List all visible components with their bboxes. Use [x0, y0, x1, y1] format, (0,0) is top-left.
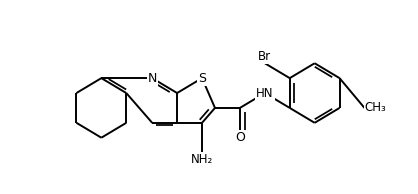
Text: CH₃: CH₃	[364, 101, 386, 114]
Text: N: N	[148, 72, 157, 85]
Text: O: O	[235, 131, 245, 144]
Text: NH₂: NH₂	[191, 153, 213, 166]
Text: HN: HN	[256, 87, 273, 100]
Text: S: S	[198, 72, 206, 85]
Text: Br: Br	[258, 50, 271, 63]
